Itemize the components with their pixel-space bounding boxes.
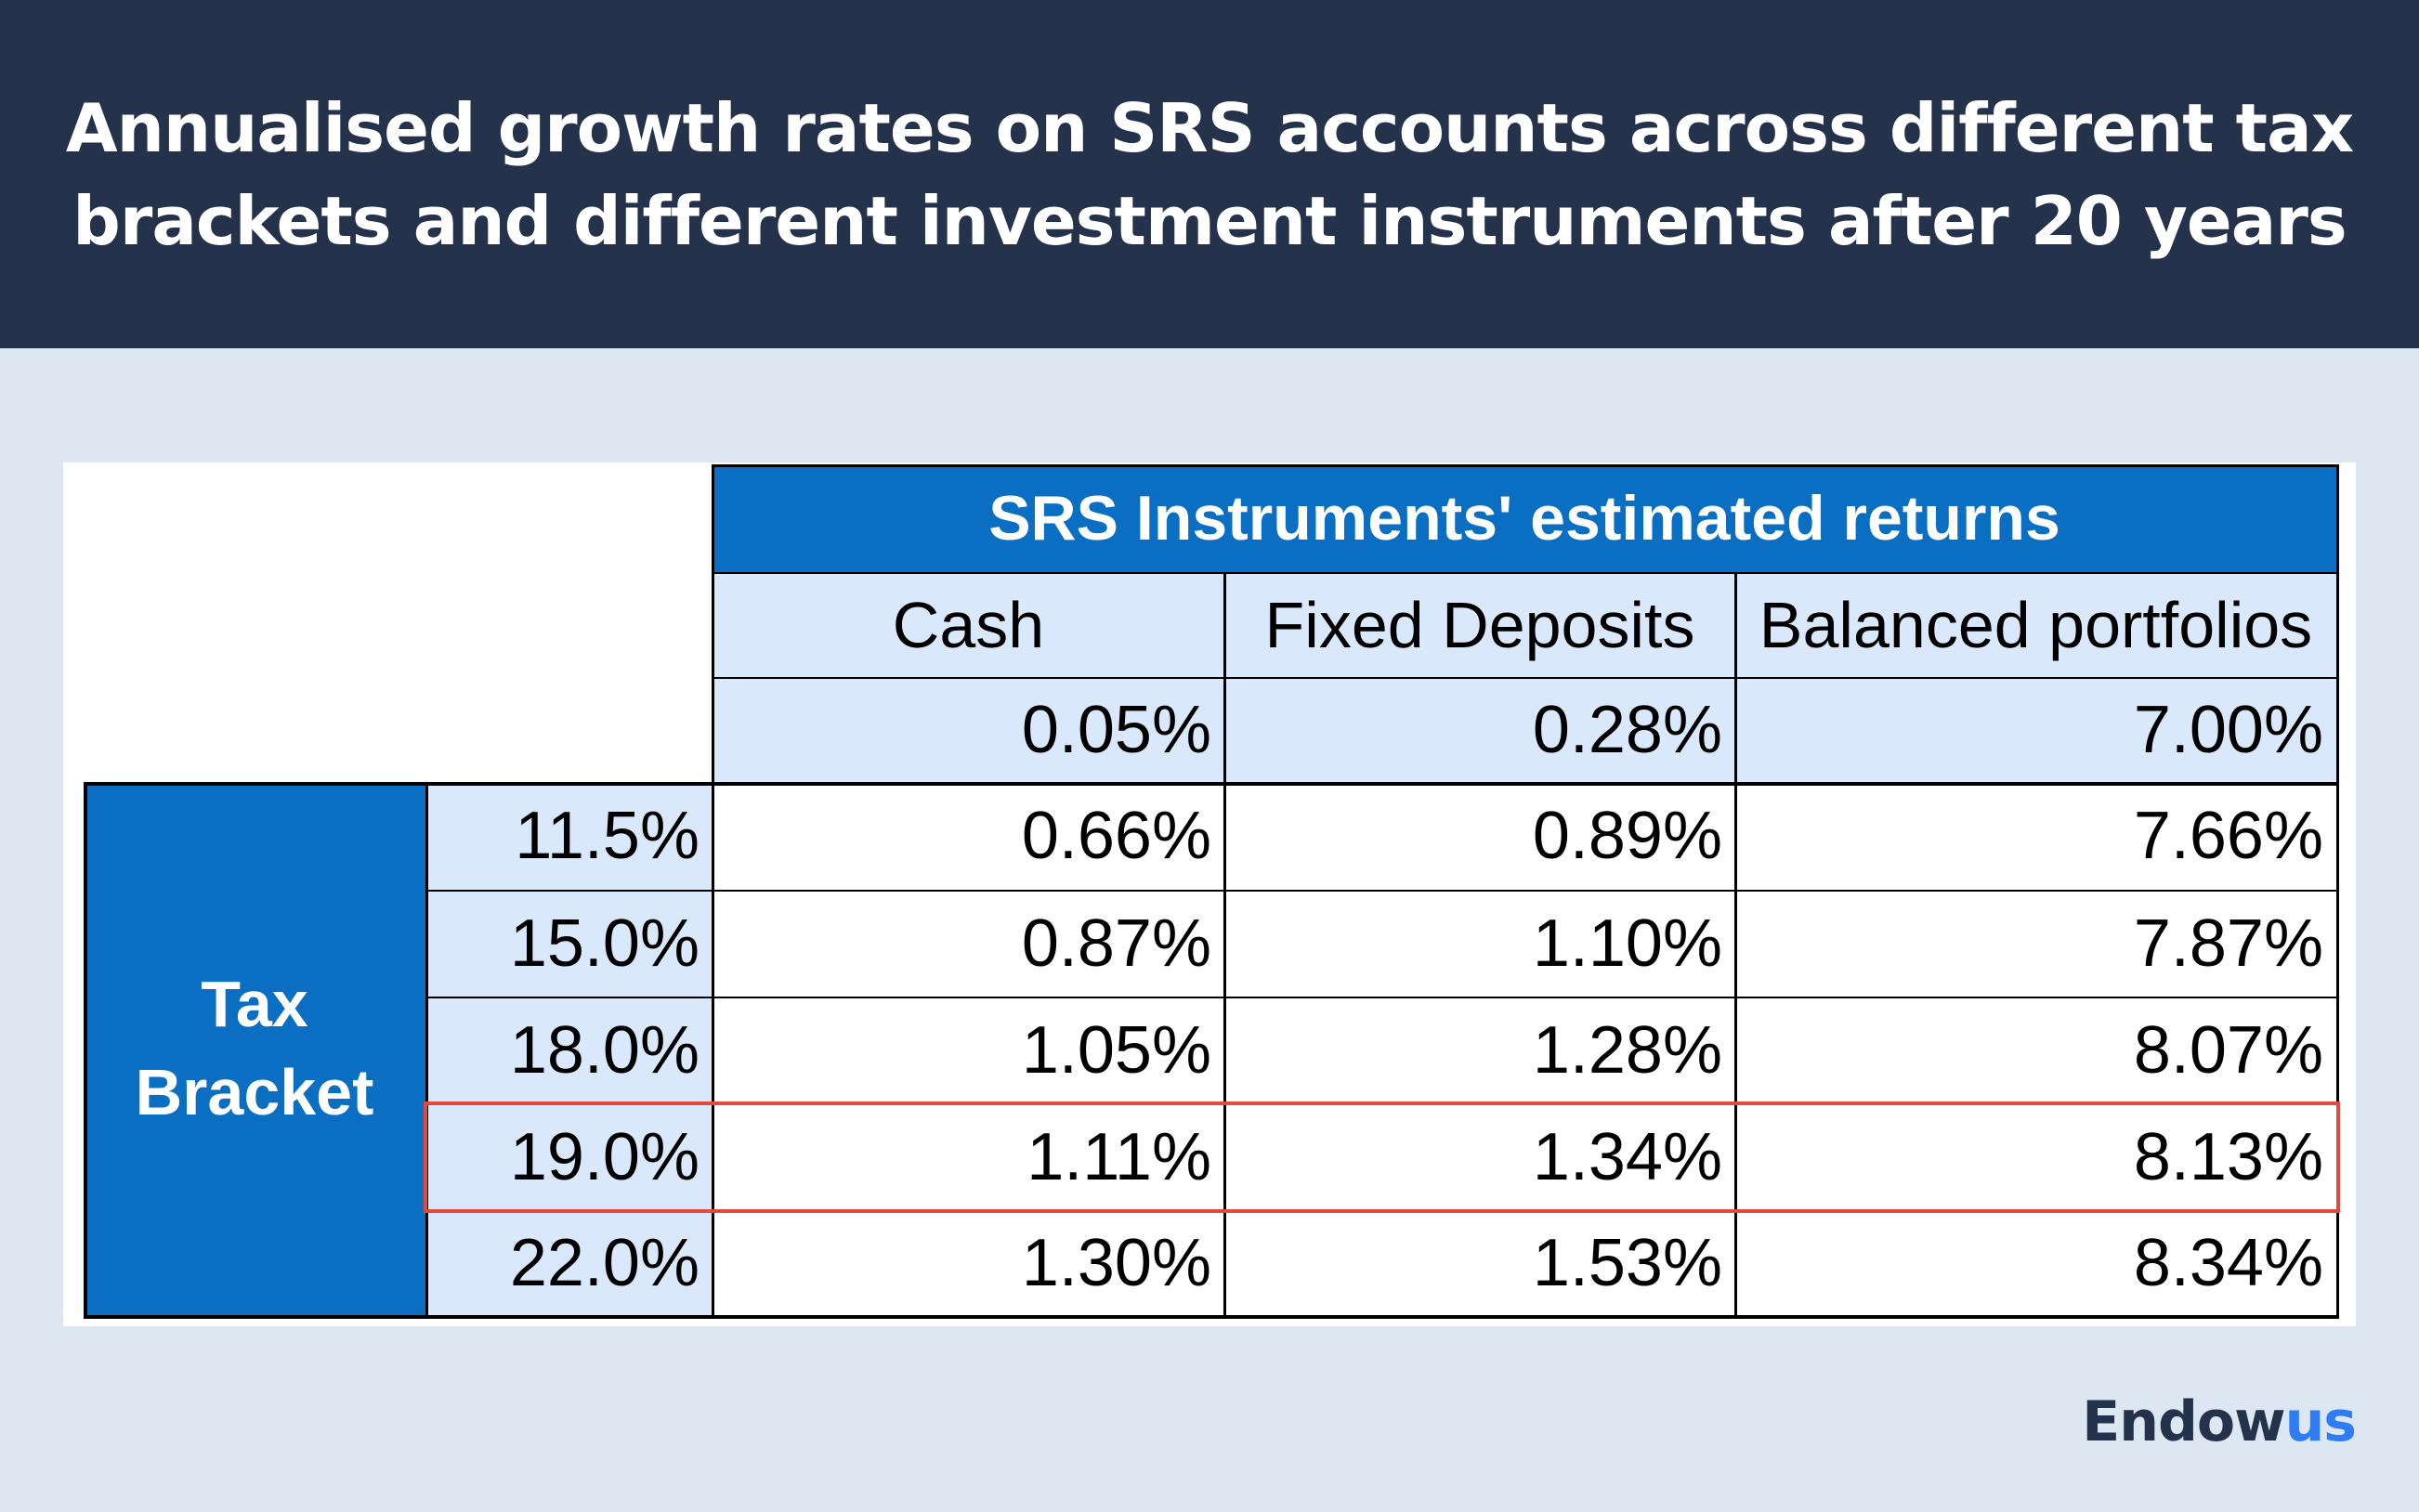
header-banner: Annualised growth rates on SRS accounts … (0, 0, 2419, 348)
return-cell: 1.10% (1224, 890, 1735, 997)
table-banner: SRS Instruments' estimated returns (713, 464, 2336, 572)
return-cell: 1.05% (713, 997, 1224, 1103)
return-cell: 1.34% (1224, 1103, 1735, 1211)
column-header: Fixed Deposits (1224, 572, 1735, 677)
return-cell: 1.30% (713, 1211, 1224, 1315)
page-title: Annualised growth rates on SRS accounts … (65, 88, 2354, 260)
return-cell: 0.87% (713, 890, 1224, 997)
return-cell: 0.66% (713, 782, 1224, 890)
tax-bracket-cell: 18.0% (425, 997, 713, 1103)
base-return-cell: 7.00% (1735, 677, 2336, 782)
return-cell: 8.34% (1735, 1211, 2336, 1315)
return-cell: 1.53% (1224, 1211, 1735, 1315)
return-cell: 0.89% (1224, 782, 1735, 890)
logo-text-main: Endow (2082, 1389, 2285, 1454)
return-cell: 8.13% (1735, 1103, 2336, 1211)
base-return-cell: 0.05% (713, 677, 1224, 782)
return-cell: 8.07% (1735, 997, 2336, 1103)
tax-bracket-cell: 15.0% (425, 890, 713, 997)
column-header: Cash (713, 572, 1224, 677)
logo-text-accent: us (2284, 1389, 2357, 1454)
return-cell: 7.87% (1735, 890, 2336, 997)
return-cell: 7.66% (1735, 782, 2336, 890)
return-cell: 1.28% (1224, 997, 1735, 1103)
tax-bracket-cell: 22.0% (425, 1211, 713, 1315)
return-cell: 1.11% (713, 1103, 1224, 1211)
tax-bracket-cell: 19.0% (425, 1103, 713, 1211)
tax-bracket-cell: 11.5% (425, 782, 713, 890)
base-return-cell: 0.28% (1224, 677, 1735, 782)
column-header: Balanced portfolios (1735, 572, 2336, 677)
tax-bracket-label: Tax Bracket (84, 782, 425, 1315)
endowus-logo: Endowus (2082, 1389, 2357, 1454)
